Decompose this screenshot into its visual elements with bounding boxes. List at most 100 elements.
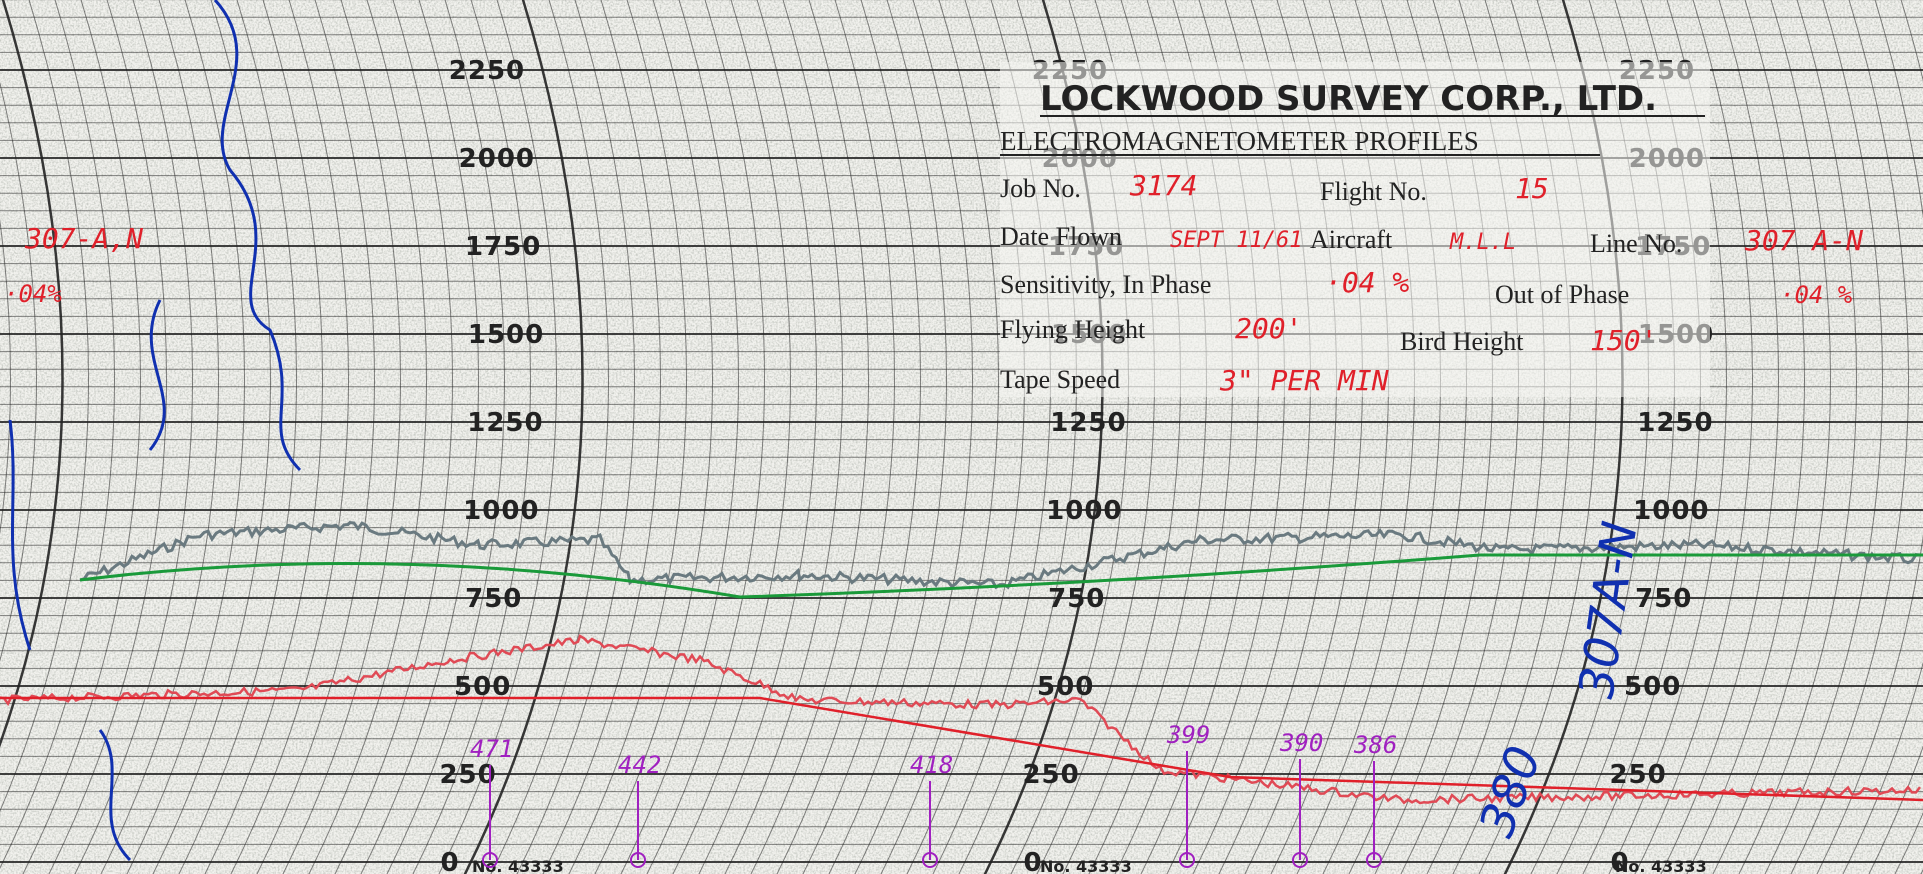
scale-label: 1000 [1633, 496, 1709, 526]
time-line [542, 0, 661, 874]
scale-label: 500 [1624, 672, 1681, 702]
time-line [750, 0, 869, 874]
field-label: Aircraft [1310, 225, 1393, 254]
fiducial-dot [1366, 852, 1382, 868]
fiducial-dot [922, 852, 938, 868]
time-line [698, 0, 817, 874]
scale-label: 250 [439, 760, 496, 790]
time-line [620, 0, 739, 874]
time-line [230, 0, 349, 874]
time-line [412, 0, 531, 874]
fiducial-dot [630, 852, 646, 868]
scale-label: 1750 [465, 232, 541, 262]
trace [0, 634, 1921, 806]
scale-label: 250 [1022, 760, 1079, 790]
scribble [8, 299, 166, 862]
time-line [1738, 0, 1857, 874]
time-line [0, 81, 37, 662]
trace [0, 696, 1923, 802]
fiducials: 471 442 418 399 390 386 [470, 721, 1397, 868]
time-line [1868, 745, 1923, 874]
scale-label: 1250 [467, 408, 543, 438]
time-line [724, 0, 843, 874]
scale-label: 2000 [459, 144, 535, 174]
company: LOCKWOOD SURVEY CORP., LTD. [1040, 79, 1657, 119]
field-label: Out of Phase [1495, 280, 1629, 309]
scale-label: 1000 [1046, 496, 1122, 526]
field-value: SEPT 11/61 [1170, 228, 1302, 253]
field-label: Job No. [1000, 174, 1081, 203]
field-label: Bird Height [1400, 327, 1524, 356]
field-value: 3" PER MIN [1219, 364, 1389, 397]
footer: No. 43333 [1615, 857, 1707, 874]
time-line [828, 0, 947, 874]
time-line [438, 0, 557, 874]
time-line [0, 0, 115, 869]
time-line [516, 0, 635, 874]
fiducial-label: 442 [618, 751, 661, 779]
field-value: 307 A-N [1744, 224, 1863, 257]
field-value: 15 [1515, 172, 1549, 205]
header: LOCKWOOD SURVEY CORP., LTD. ELECTROMAGNE… [1000, 62, 1863, 397]
time-line [490, 0, 609, 874]
trace [79, 553, 1923, 599]
time-line [48, 0, 167, 874]
field-label: Sensitivity, In Phase [1000, 270, 1211, 299]
field-value: M.L.L [1449, 230, 1516, 255]
time-line [854, 0, 973, 874]
footer: No. 43333 [1040, 857, 1132, 874]
scale-label: 1500 [468, 320, 544, 350]
time-line [126, 0, 245, 874]
time-line [880, 0, 999, 874]
time-line [1660, 0, 1779, 874]
field-value: ·04 % [1325, 266, 1409, 299]
handwritten-line: 307-A,N [24, 222, 143, 255]
fiducial-label: 471 [470, 735, 513, 763]
time-line [360, 0, 479, 874]
scale-label: 1250 [1637, 408, 1713, 438]
time-line [1634, 0, 1753, 874]
field-value: ·04 % [1780, 281, 1853, 309]
time-line [1712, 0, 1831, 874]
time-line [0, 0, 89, 813]
time-line [308, 0, 427, 874]
field-label: Flight No. [1320, 177, 1427, 206]
scribble [213, 0, 302, 472]
time-line [646, 0, 765, 874]
time-line [1790, 0, 1909, 874]
time-line [256, 0, 375, 874]
time-line [1686, 0, 1805, 874]
time-line [568, 0, 687, 874]
field-value: 150' [1590, 324, 1657, 357]
field-value: 200' [1235, 312, 1302, 345]
scale-label: 2250 [449, 56, 525, 86]
traces [0, 521, 1923, 806]
field-label: Flying Height [1000, 315, 1146, 344]
time-line [463, 0, 584, 874]
header-panel [1000, 62, 1710, 397]
time-line [1842, 0, 1923, 874]
time-line [594, 0, 713, 874]
scale-label: 0 [1611, 848, 1630, 874]
subtitle: ELECTROMAGNETOMETER PROFILES [1000, 126, 1479, 156]
time-line [0, 218, 11, 535]
scale-label: 750 [1635, 584, 1692, 614]
time-line [1816, 0, 1923, 874]
time-line [334, 0, 453, 874]
scale-label: 0 [1024, 848, 1043, 874]
time-line [178, 0, 297, 874]
time-line [802, 0, 921, 874]
scale-label: 1000 [463, 496, 539, 526]
time-line [776, 0, 895, 874]
scale-label: 1250 [1050, 408, 1126, 438]
fiducial-dot [482, 852, 498, 868]
field-label: Date Flown [1000, 222, 1122, 251]
scale-label: 750 [1048, 584, 1105, 614]
fiducial-label: 399 [1166, 721, 1210, 749]
scale-label: 0 [441, 848, 460, 874]
scale-label: 500 [1037, 672, 1094, 702]
time-line [22, 0, 141, 874]
handwritten-sensitivity: ·04% [4, 280, 62, 308]
time-line [100, 0, 219, 874]
